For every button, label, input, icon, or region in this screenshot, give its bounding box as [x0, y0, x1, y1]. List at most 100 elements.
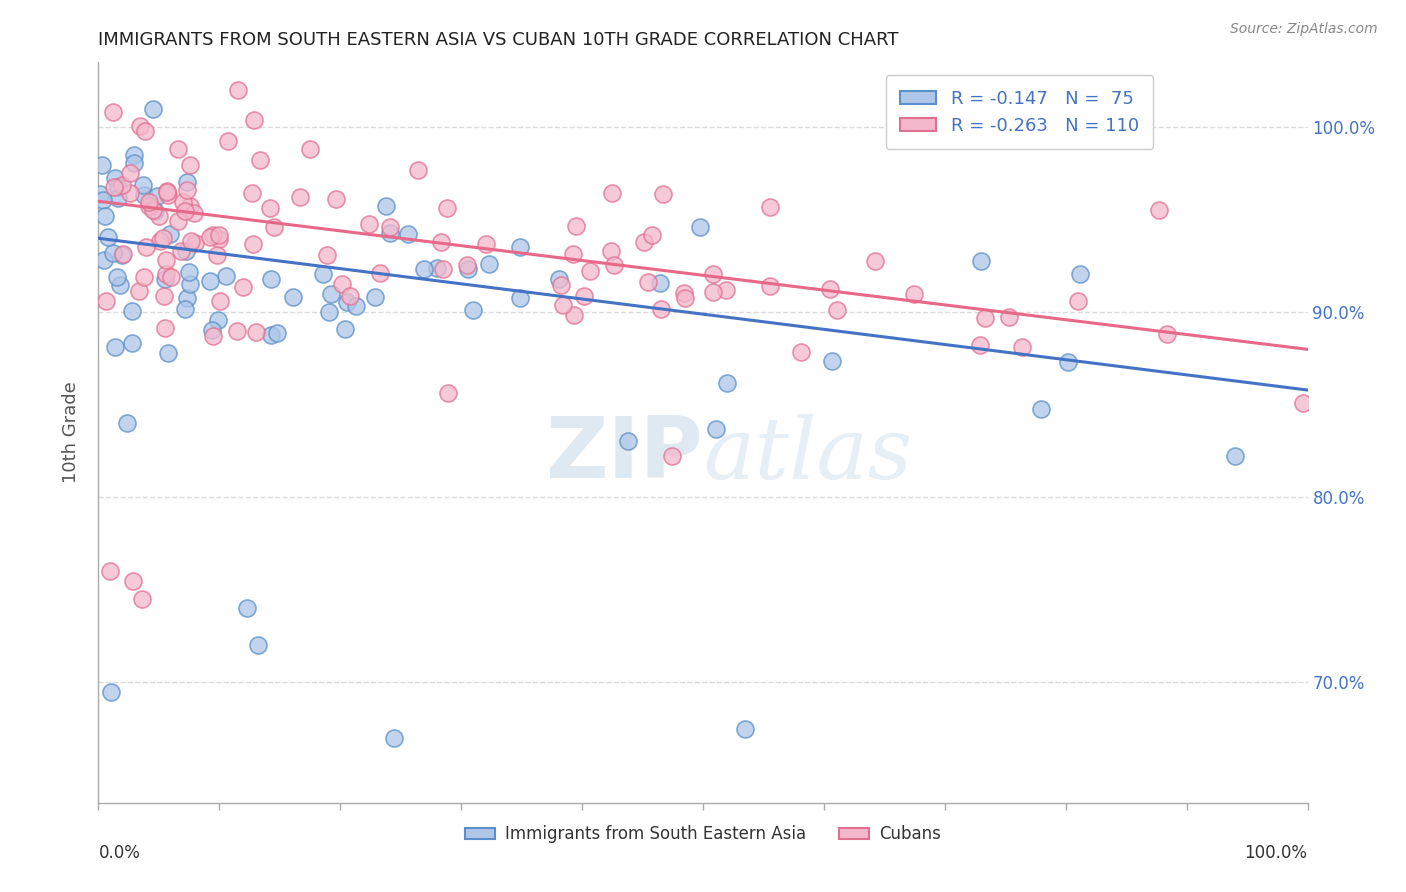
- Point: [103, 104, 125, 119]
- Point: [179, 158, 201, 172]
- Point: [232, 280, 254, 294]
- Point: [149, 235, 172, 249]
- Point: [436, 202, 458, 216]
- Point: [111, 178, 134, 193]
- Text: IMMIGRANTS FROM SOUTH EASTERN ASIA VS CUBAN 10TH GRADE CORRELATION CHART: IMMIGRANTS FROM SOUTH EASTERN ASIA VS CU…: [98, 31, 898, 49]
- Point: [1067, 294, 1090, 309]
- Point: [790, 345, 813, 359]
- Point: [263, 219, 285, 234]
- Point: [259, 201, 281, 215]
- Point: [94, 209, 117, 223]
- Point: [131, 592, 153, 607]
- Point: [98, 565, 121, 579]
- Point: [325, 192, 347, 206]
- Point: [174, 244, 197, 259]
- Point: [208, 228, 231, 243]
- Point: [616, 434, 638, 448]
- Point: [153, 321, 176, 335]
- Point: [378, 219, 401, 234]
- Point: [312, 267, 335, 281]
- Point: [143, 203, 166, 218]
- Point: [104, 171, 127, 186]
- Point: [637, 275, 659, 289]
- Point: [641, 227, 664, 242]
- Point: [382, 731, 405, 745]
- Point: [179, 234, 201, 248]
- Point: [142, 102, 165, 116]
- Point: [344, 299, 367, 313]
- Point: [242, 236, 264, 251]
- Point: [138, 199, 160, 213]
- Point: [118, 165, 141, 179]
- Point: [157, 345, 180, 359]
- Point: [673, 291, 696, 305]
- Text: 0.0%: 0.0%: [98, 844, 141, 862]
- Point: [135, 239, 157, 253]
- Point: [198, 229, 221, 244]
- Point: [179, 198, 201, 212]
- Point: [177, 265, 200, 279]
- Point: [97, 230, 120, 244]
- Text: atlas: atlas: [703, 414, 912, 496]
- Point: [101, 246, 124, 260]
- Point: [173, 204, 195, 219]
- Point: [359, 217, 381, 231]
- Point: [122, 574, 145, 588]
- Point: [1156, 326, 1178, 341]
- Point: [652, 186, 675, 201]
- Point: [702, 267, 724, 281]
- Point: [548, 272, 571, 286]
- Point: [170, 244, 193, 259]
- Point: [426, 261, 449, 276]
- Point: [339, 289, 361, 303]
- Point: [184, 235, 207, 250]
- Point: [202, 228, 225, 243]
- Point: [225, 324, 247, 338]
- Point: [716, 376, 738, 390]
- Legend: Immigrants from South Eastern Asia, Cubans: Immigrants from South Eastern Asia, Cuba…: [458, 819, 948, 850]
- Point: [159, 270, 181, 285]
- Point: [89, 186, 111, 201]
- Point: [152, 289, 174, 303]
- Point: [179, 277, 201, 292]
- Point: [172, 195, 194, 210]
- Point: [209, 293, 232, 308]
- Point: [176, 183, 198, 197]
- Point: [704, 422, 727, 436]
- Point: [970, 253, 993, 268]
- Point: [103, 180, 125, 194]
- Point: [758, 200, 780, 214]
- Point: [648, 276, 671, 290]
- Point: [969, 338, 991, 352]
- Point: [396, 227, 419, 242]
- Point: [156, 184, 179, 198]
- Point: [176, 291, 198, 305]
- Point: [413, 262, 436, 277]
- Point: [509, 292, 531, 306]
- Point: [600, 186, 623, 200]
- Point: [572, 289, 595, 303]
- Point: [157, 187, 180, 202]
- Point: [249, 153, 271, 167]
- Point: [118, 186, 141, 200]
- Point: [166, 214, 188, 228]
- Point: [167, 142, 190, 156]
- Point: [1056, 355, 1078, 369]
- Point: [146, 189, 169, 203]
- Point: [247, 639, 270, 653]
- Point: [153, 272, 176, 286]
- Point: [672, 285, 695, 300]
- Point: [226, 83, 249, 97]
- Point: [155, 267, 177, 281]
- Point: [110, 248, 132, 262]
- Point: [825, 303, 848, 318]
- Text: 100.0%: 100.0%: [1244, 844, 1308, 862]
- Point: [1011, 340, 1033, 354]
- Point: [94, 293, 117, 308]
- Point: [148, 209, 170, 223]
- Point: [336, 295, 359, 310]
- Point: [129, 119, 152, 133]
- Point: [215, 268, 238, 283]
- Point: [603, 258, 626, 272]
- Point: [281, 290, 304, 304]
